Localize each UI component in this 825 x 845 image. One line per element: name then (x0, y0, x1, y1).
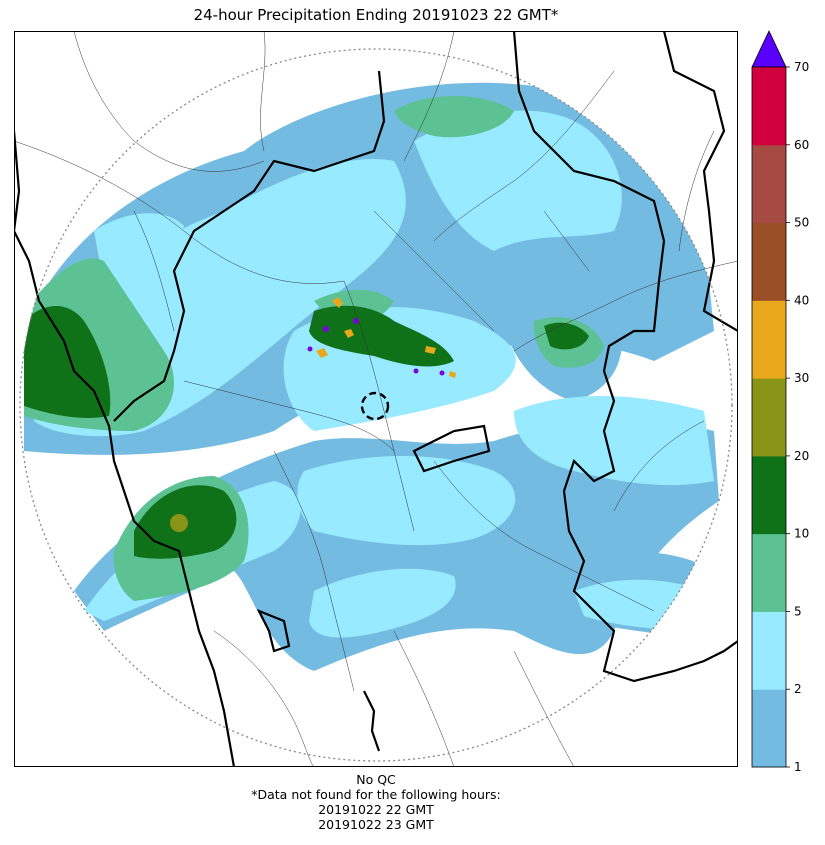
colorbar-tick-label: 40 (794, 293, 809, 307)
precip-level-20-30 (170, 514, 188, 532)
map-title: 24-hour Precipitation Ending 20191023 22… (193, 6, 559, 24)
colorbar-tick-label: 2 (794, 682, 802, 696)
colorbar-extend-arrow (751, 30, 787, 68)
colorbar-tick-label: 60 (794, 138, 809, 152)
qc-status: No QC (356, 772, 396, 787)
missing-hour-2: 20191022 23 GMT (318, 817, 434, 832)
district-boundaries (14, 31, 738, 767)
colorbar-ticks: 1 2 5 10 20 30 40 50 60 70 (786, 60, 809, 773)
missing-data-note: *Data not found for the following hours: (251, 787, 501, 802)
colorbar-tick-label: 20 (794, 449, 809, 463)
precip-level-10-20 (24, 305, 589, 559)
colorbar-segment (752, 222, 786, 301)
colorbar-segment (752, 689, 786, 768)
colorbar-segment (752, 144, 786, 224)
map-footer: No QC *Data not found for the following … (0, 772, 752, 832)
precip-level-30-plus (307, 297, 456, 378)
colorbar-tick-label: 10 (794, 527, 809, 541)
colorbar-segment (752, 611, 786, 690)
colorbar-tick-label: 50 (794, 216, 809, 230)
colorbar-tick-label: 5 (794, 604, 802, 618)
colorbar-tick-label: 30 (794, 371, 809, 385)
colorbar-tick-label: 1 (794, 760, 802, 773)
state-boundaries (14, 31, 738, 767)
colorbar-segment (752, 533, 786, 612)
colorbar-segment (752, 67, 786, 146)
colorbar-frame (751, 66, 787, 768)
radar-site-marker (360, 391, 390, 421)
colorbar-segment (752, 378, 786, 457)
colorbar-segment (752, 300, 786, 379)
colorbar: 1 2 5 10 20 30 40 50 60 70 (751, 30, 809, 773)
colorbar-body (751, 30, 787, 768)
precipitation-map (14, 31, 738, 767)
colorbar-segment (752, 455, 786, 535)
missing-hour-1: 20191022 22 GMT (318, 802, 434, 817)
colorbar-tick-label: 70 (794, 60, 809, 74)
radar-range-ring (19, 48, 733, 762)
